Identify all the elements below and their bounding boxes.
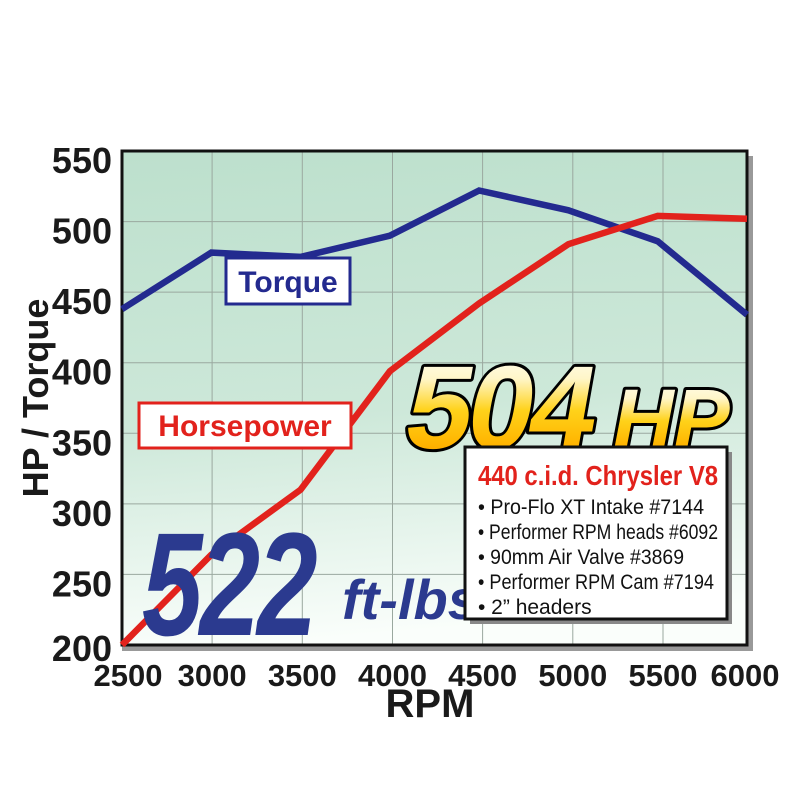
svg-text:250: 250 [52, 563, 112, 604]
svg-text:400: 400 [52, 352, 112, 393]
svg-text:ft-lbs: ft-lbs [342, 568, 479, 631]
svg-text:300: 300 [52, 493, 112, 534]
svg-text:• 2” headers: • 2” headers [478, 596, 592, 619]
svg-text:6000: 6000 [711, 658, 780, 693]
svg-text:Horsepower: Horsepower [158, 410, 332, 443]
svg-text:450: 450 [52, 281, 112, 322]
svg-text:• 90mm Air Valve #3869: • 90mm Air Valve #3869 [478, 546, 684, 569]
svg-text:• Performer RPM heads #6092: • Performer RPM heads #6092 [478, 521, 718, 544]
svg-text:550: 550 [52, 140, 112, 181]
svg-text:500: 500 [52, 211, 112, 252]
svg-text:Torque: Torque [238, 266, 337, 299]
svg-text:• Performer RPM Cam #7194: • Performer RPM Cam #7194 [478, 571, 714, 594]
svg-text:350: 350 [52, 422, 112, 463]
svg-text:HP / Torque: HP / Torque [15, 299, 56, 498]
svg-text:440 c.i.d. Chrysler V8: 440 c.i.d. Chrysler V8 [478, 460, 718, 491]
svg-text:522: 522 [142, 503, 317, 667]
svg-text:RPM: RPM [386, 682, 475, 726]
svg-text:5500: 5500 [629, 658, 698, 693]
svg-text:• Pro-Flo XT Intake #7144: • Pro-Flo XT Intake #7144 [478, 496, 704, 519]
svg-text:5000: 5000 [538, 658, 607, 693]
